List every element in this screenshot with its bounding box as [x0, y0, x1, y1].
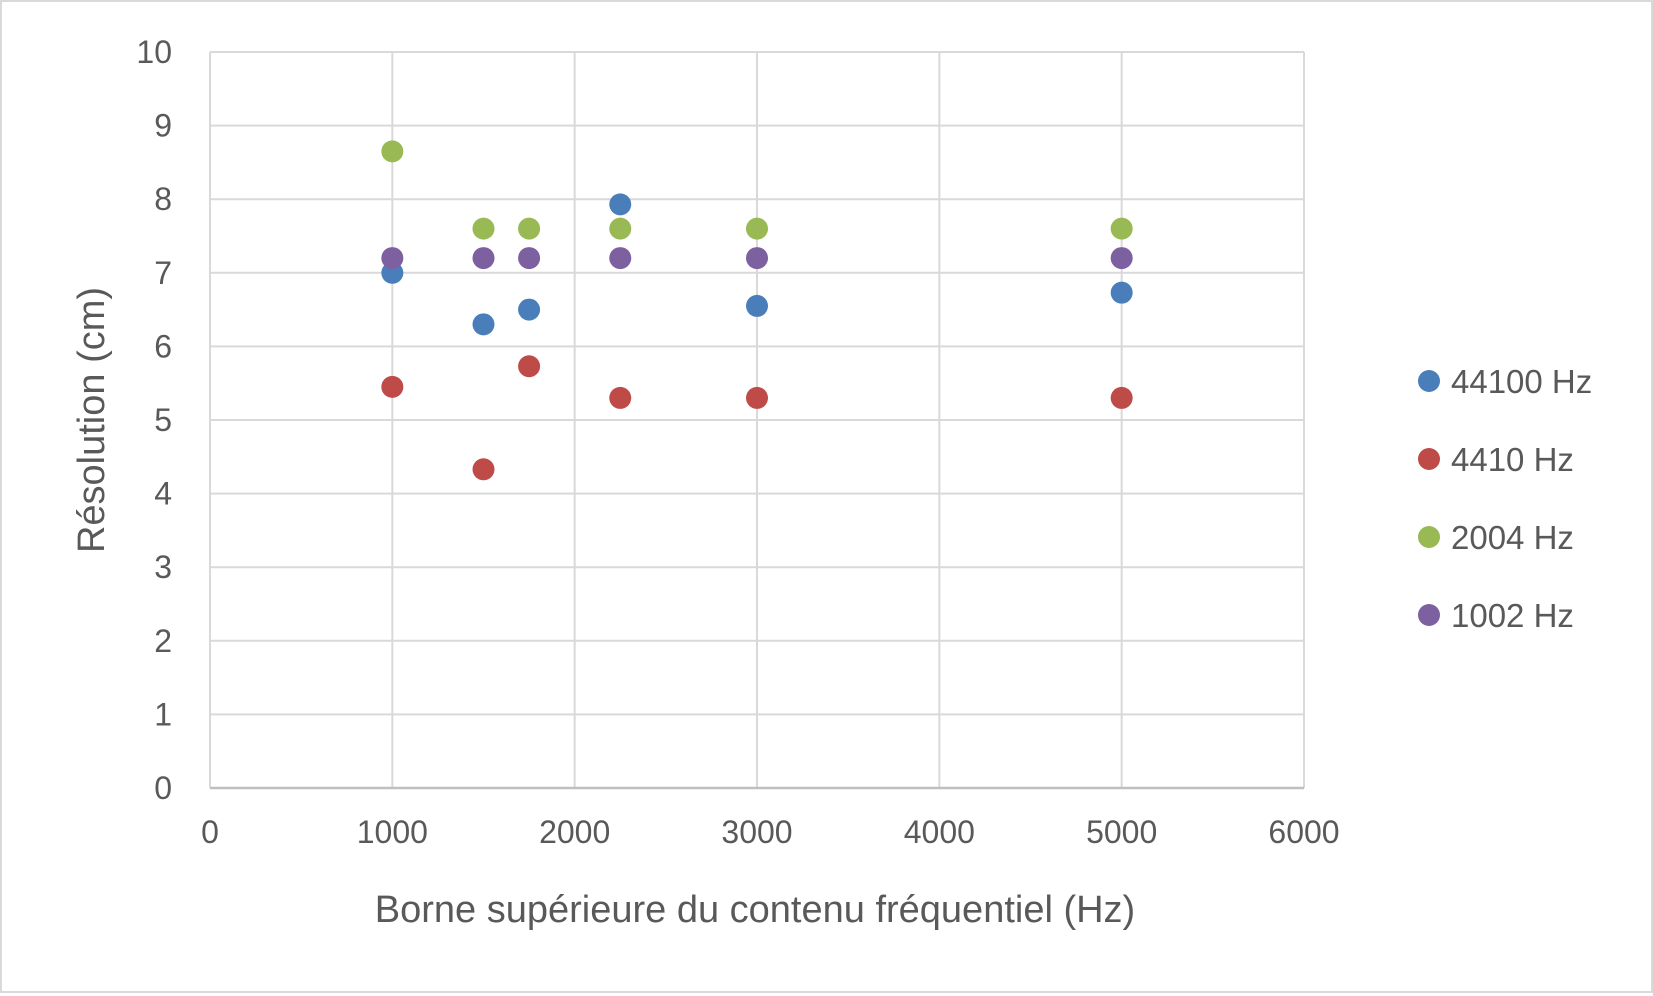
data-point-series-2 [609, 217, 632, 240]
x-tick-label: 1000 [357, 814, 428, 850]
legend-marker [1418, 526, 1440, 548]
x-tick-label: 0 [201, 814, 219, 850]
data-point-series-1 [746, 386, 768, 409]
y-tick-label: 5 [154, 402, 172, 438]
x-tick-label: 3000 [721, 814, 792, 850]
legend-label: 2004 Hz [1451, 519, 1574, 556]
legend-label: 1002 Hz [1451, 597, 1574, 634]
data-point-series-2 [1110, 217, 1133, 240]
legend-marker [1418, 448, 1440, 470]
data-point-series-3 [1110, 247, 1133, 270]
x-tick-label: 2000 [539, 814, 610, 850]
y-axis-title: Résolution (cm) [71, 287, 113, 553]
legend-marker [1418, 370, 1440, 392]
y-tick-label: 4 [154, 476, 172, 512]
y-tick-label: 2 [154, 623, 172, 659]
data-point-series-2 [381, 140, 404, 163]
legend: 44100 Hz 4410 Hz 2004 Hz 1002 Hz [1418, 363, 1592, 634]
x-tick-label: 4000 [904, 814, 975, 850]
y-tick-label: 7 [154, 255, 172, 291]
data-point-series-2 [518, 217, 541, 240]
x-axis-title: Borne supérieure du contenu fréquentiel … [375, 889, 1135, 931]
data-point-series-3 [381, 247, 404, 270]
data-point-series-3 [518, 247, 541, 270]
y-tick-label: 8 [154, 181, 172, 217]
y-tick-label: 9 [154, 108, 172, 144]
data-points [381, 140, 1133, 481]
x-tick-label: 5000 [1086, 814, 1157, 850]
data-point-series-0 [609, 193, 632, 216]
y-tick-label: 0 [154, 770, 172, 806]
grid-lines [209, 51, 1305, 788]
y-tick-label: 6 [154, 328, 172, 364]
y-tick-label: 10 [136, 34, 172, 70]
data-point-series-3 [472, 247, 495, 270]
y-tick-label: 3 [154, 549, 172, 585]
data-point-series-3 [746, 247, 768, 270]
legend-marker [1418, 604, 1440, 626]
x-tick-label: 6000 [1268, 814, 1339, 850]
data-point-series-0 [746, 294, 768, 317]
tick-labels: 0 1 2 3 4 5 6 7 8 9 10 0 1000 2000 3000 4000 5000 6000 [136, 34, 1339, 850]
y-tick-label: 1 [154, 696, 172, 732]
data-point-series-0 [518, 298, 541, 321]
data-point-series-1 [518, 355, 541, 378]
data-point-series-3 [609, 247, 632, 270]
data-point-series-1 [472, 458, 495, 481]
data-point-series-1 [1110, 386, 1133, 409]
data-point-series-0 [1110, 281, 1133, 304]
data-point-series-1 [381, 375, 404, 398]
data-point-series-1 [609, 386, 632, 409]
legend-label: 4410 Hz [1451, 441, 1574, 478]
data-point-series-2 [472, 217, 495, 240]
legend-label: 44100 Hz [1451, 363, 1592, 400]
data-point-series-0 [472, 313, 495, 336]
data-point-series-2 [746, 217, 768, 240]
